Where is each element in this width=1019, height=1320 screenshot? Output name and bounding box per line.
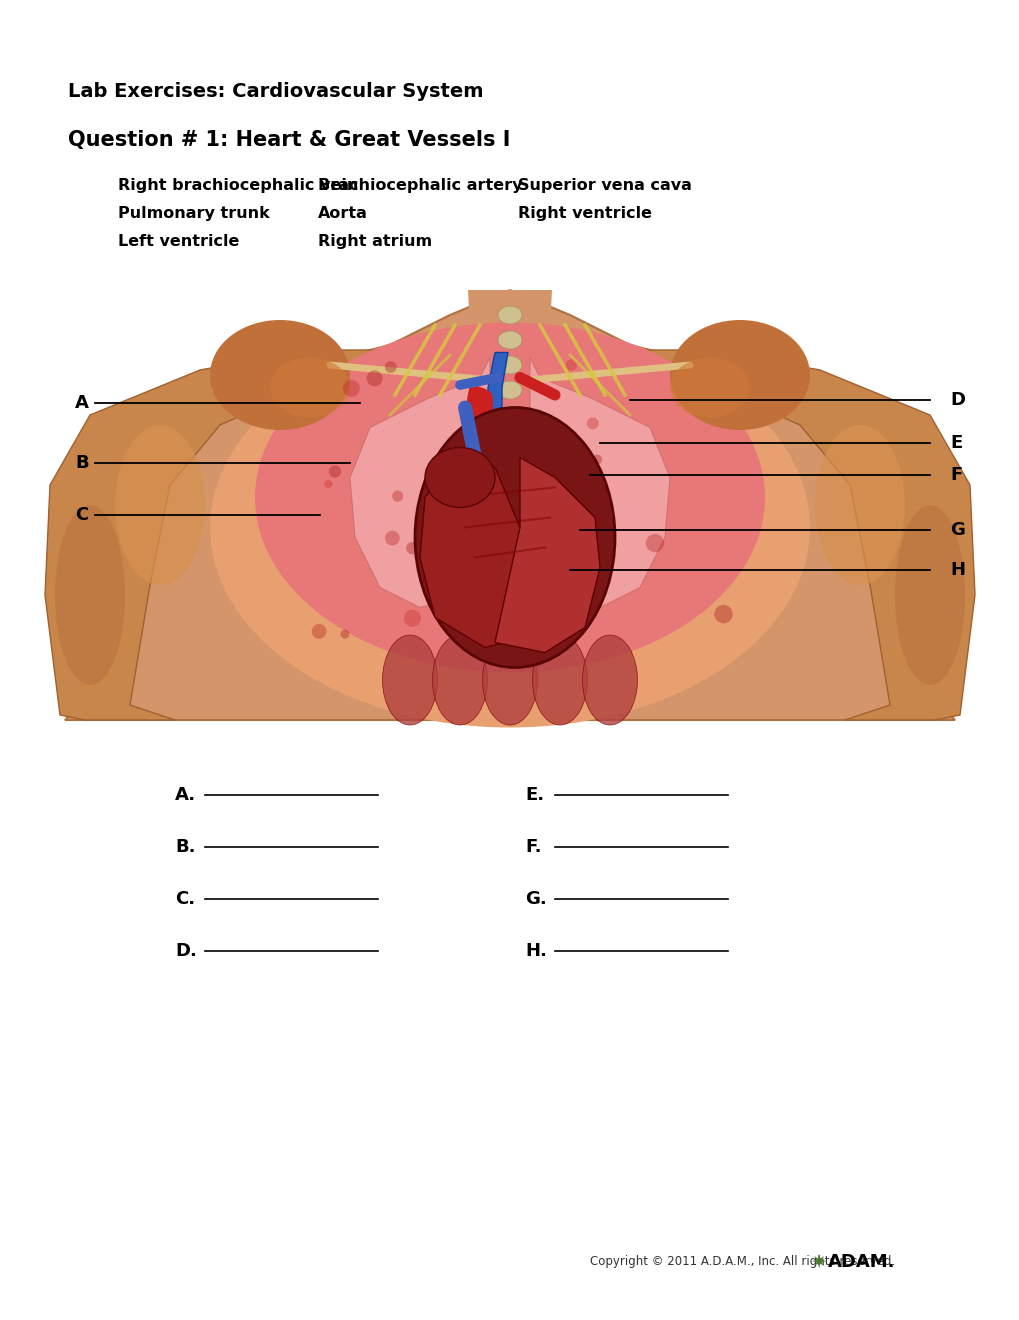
Circle shape (592, 454, 601, 465)
PathPatch shape (487, 352, 507, 487)
Ellipse shape (55, 506, 125, 685)
Circle shape (366, 371, 382, 387)
Text: D.: D. (175, 942, 197, 960)
Circle shape (312, 624, 326, 639)
Text: H.: H. (525, 942, 546, 960)
Ellipse shape (582, 635, 637, 725)
Ellipse shape (497, 356, 522, 374)
Ellipse shape (382, 635, 437, 725)
Text: F: F (949, 466, 961, 484)
Circle shape (438, 550, 454, 566)
PathPatch shape (350, 358, 489, 607)
Ellipse shape (255, 322, 764, 672)
Circle shape (391, 491, 403, 502)
Circle shape (586, 417, 598, 429)
Text: B.: B. (175, 838, 196, 855)
Text: F.: F. (525, 838, 541, 855)
Ellipse shape (814, 425, 904, 585)
PathPatch shape (630, 350, 974, 719)
Text: Right ventricle: Right ventricle (518, 206, 651, 220)
Text: B: B (75, 454, 89, 473)
Circle shape (340, 630, 350, 639)
Circle shape (570, 535, 580, 545)
Text: H: H (949, 561, 964, 579)
PathPatch shape (45, 350, 389, 719)
PathPatch shape (449, 458, 482, 517)
Circle shape (324, 480, 332, 488)
Ellipse shape (497, 331, 522, 348)
Circle shape (404, 610, 421, 627)
Text: Pulmonary trunk: Pulmonary trunk (118, 206, 269, 220)
Circle shape (342, 380, 360, 397)
Circle shape (547, 591, 564, 609)
Ellipse shape (425, 447, 494, 507)
Text: Copyright © 2011 A.D.A.M., Inc. All rights reserved.: Copyright © 2011 A.D.A.M., Inc. All righ… (589, 1255, 895, 1269)
Text: C.: C. (175, 890, 195, 908)
Text: E: E (949, 434, 961, 451)
Ellipse shape (482, 635, 537, 725)
Circle shape (384, 531, 399, 545)
Circle shape (384, 362, 396, 374)
Circle shape (566, 359, 577, 371)
Ellipse shape (115, 425, 205, 585)
Text: Lab Exercises: Cardiovascular System: Lab Exercises: Cardiovascular System (68, 82, 483, 102)
PathPatch shape (468, 290, 551, 370)
Text: Right brachiocephalic vein: Right brachiocephalic vein (118, 178, 358, 193)
Ellipse shape (894, 506, 964, 685)
Text: Right atrium: Right atrium (318, 234, 432, 249)
Text: Question # 1: Heart & Great Vessels I: Question # 1: Heart & Great Vessels I (68, 129, 510, 150)
PathPatch shape (55, 290, 964, 719)
Text: Aorta: Aorta (318, 206, 368, 220)
Text: C: C (75, 506, 89, 524)
Text: D: D (949, 391, 964, 409)
Text: A.: A. (175, 785, 196, 804)
Text: ADAM.: ADAM. (827, 1253, 895, 1271)
Ellipse shape (497, 306, 522, 323)
Circle shape (328, 466, 340, 478)
Ellipse shape (669, 319, 809, 430)
Circle shape (713, 605, 732, 623)
Ellipse shape (270, 358, 350, 417)
Ellipse shape (497, 480, 522, 499)
Ellipse shape (210, 327, 809, 727)
Text: G.: G. (525, 890, 546, 908)
Text: Superior vena cava: Superior vena cava (518, 178, 691, 193)
Ellipse shape (669, 358, 749, 417)
Text: Left ventricle: Left ventricle (118, 234, 239, 249)
Ellipse shape (497, 455, 522, 474)
Ellipse shape (497, 432, 522, 449)
Circle shape (570, 516, 581, 527)
PathPatch shape (420, 458, 525, 648)
Ellipse shape (415, 408, 614, 668)
Text: A: A (75, 393, 89, 412)
Text: Brachiocephalic artery: Brachiocephalic artery (318, 178, 522, 193)
Text: E.: E. (525, 785, 543, 804)
Text: G: G (949, 521, 964, 539)
Ellipse shape (497, 407, 522, 424)
Text: ✷: ✷ (809, 1253, 825, 1271)
Ellipse shape (497, 381, 522, 399)
Circle shape (645, 533, 663, 552)
PathPatch shape (530, 358, 669, 607)
Ellipse shape (432, 635, 487, 725)
Circle shape (406, 543, 418, 554)
Ellipse shape (532, 635, 587, 725)
Ellipse shape (210, 319, 350, 430)
PathPatch shape (494, 458, 599, 652)
